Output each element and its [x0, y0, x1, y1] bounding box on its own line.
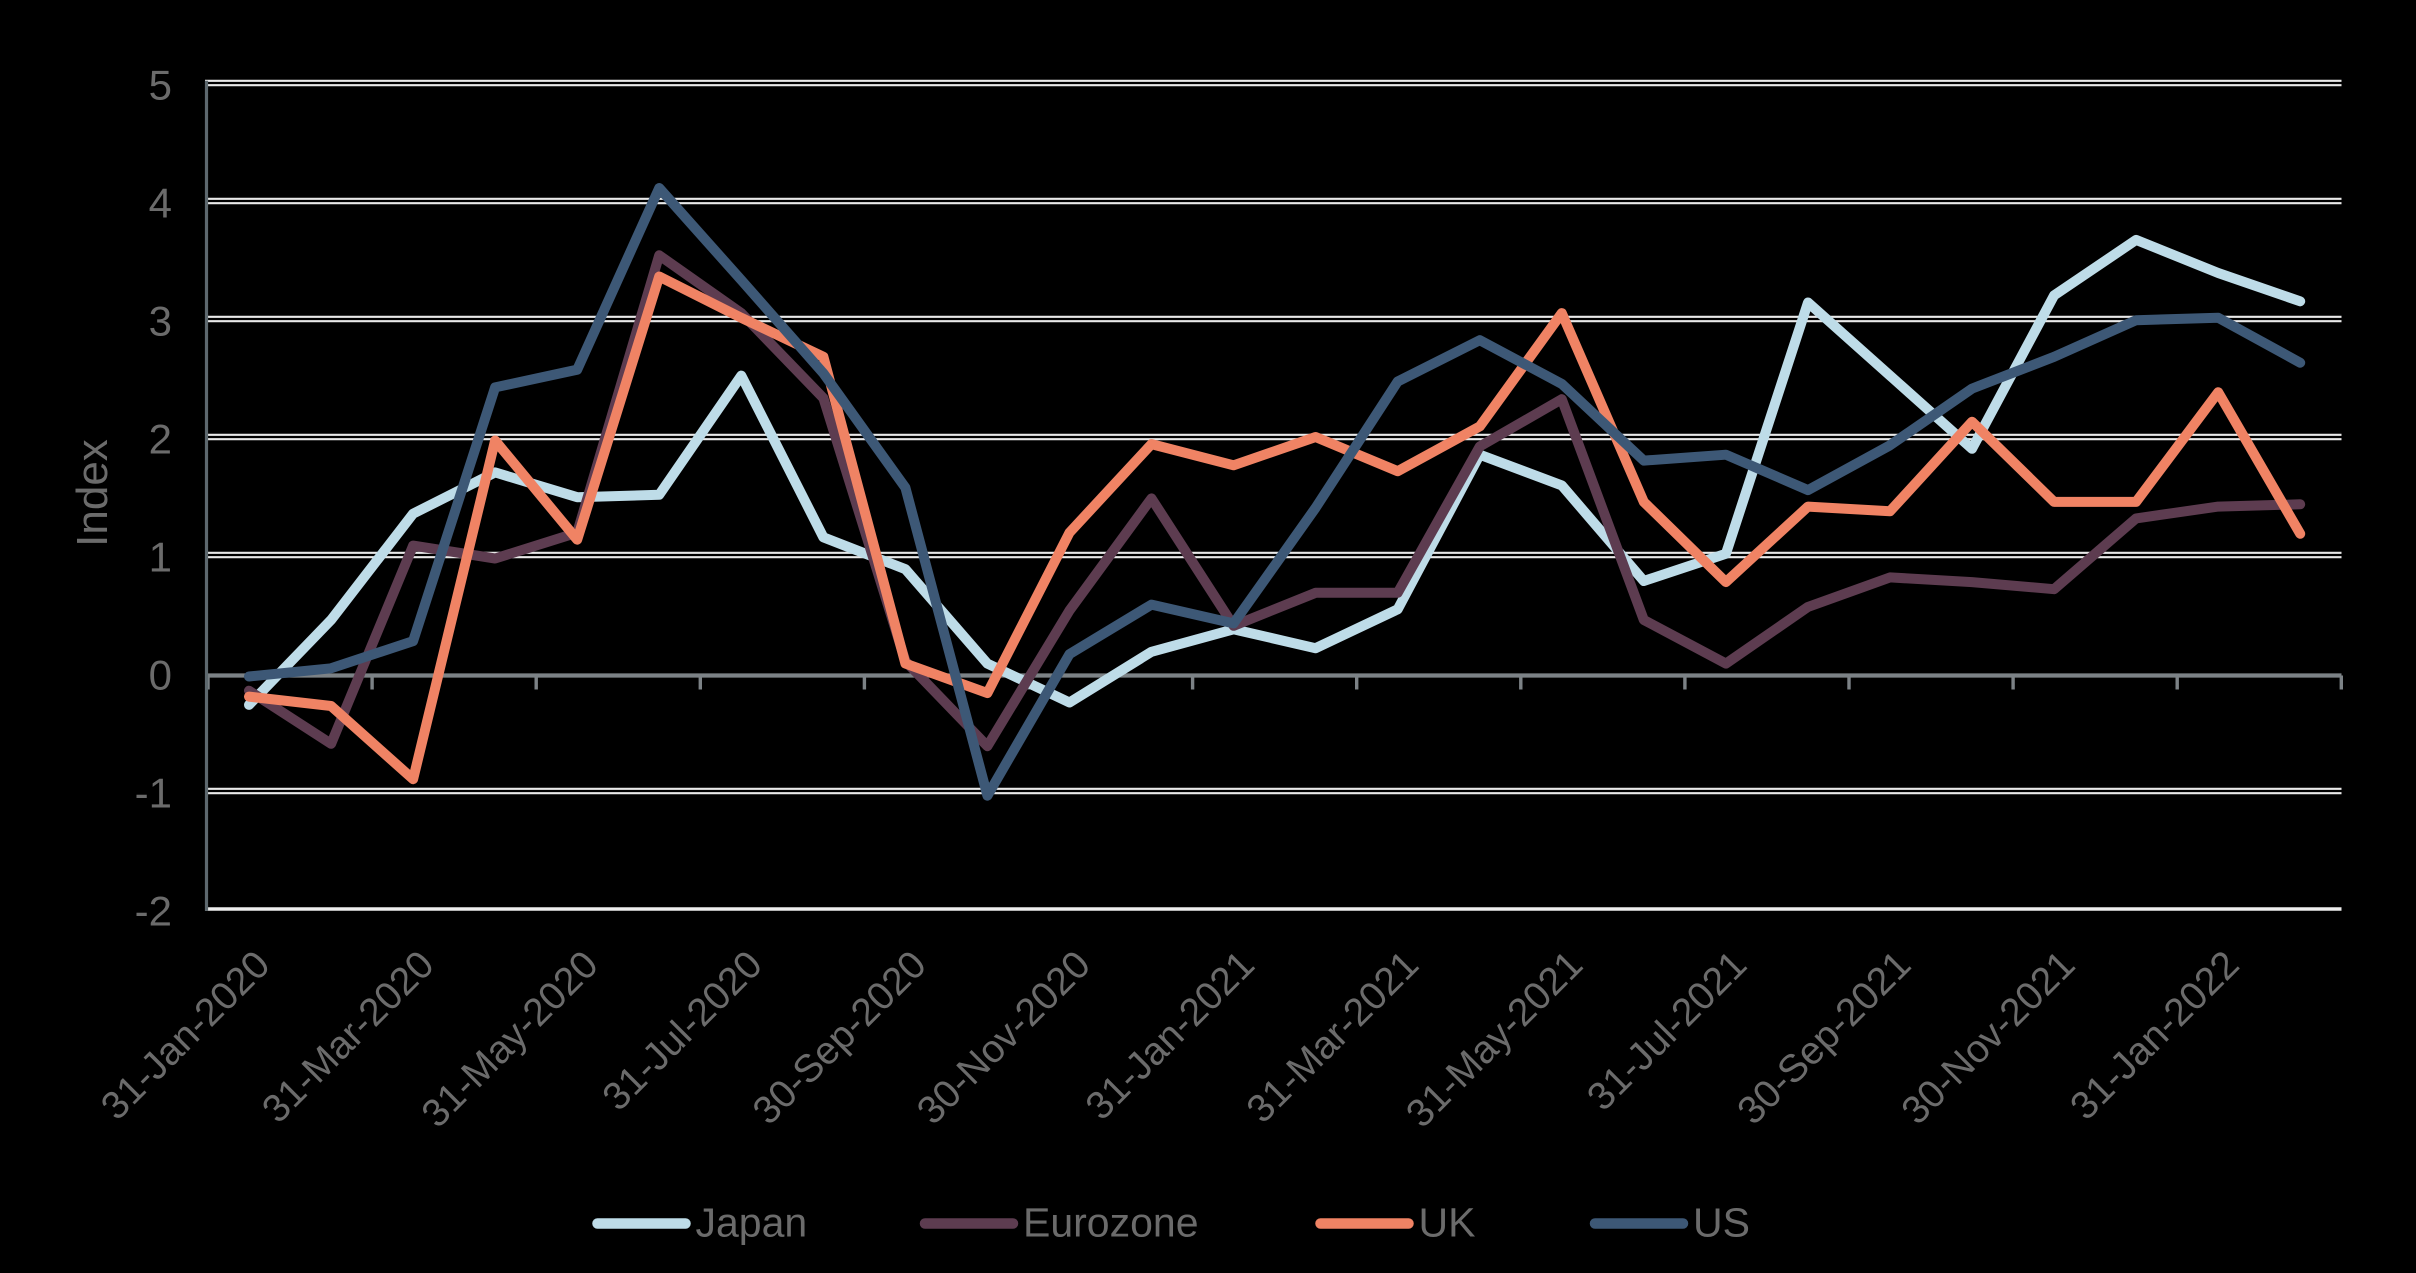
svg-text:Eurozone: Eurozone: [1023, 1200, 1199, 1246]
svg-text:31-Mar-2021: 31-Mar-2021: [1239, 943, 1427, 1131]
svg-text:Japan: Japan: [696, 1200, 808, 1246]
svg-text:3: 3: [149, 298, 172, 345]
svg-text:31-Mar-2020: 31-Mar-2020: [254, 943, 442, 1131]
svg-text:-2: -2: [135, 888, 172, 935]
svg-text:0: 0: [149, 652, 172, 699]
svg-text:-1: -1: [135, 770, 172, 817]
svg-text:1: 1: [149, 534, 172, 581]
svg-text:30-Sep-2020: 30-Sep-2020: [745, 943, 935, 1133]
svg-text:31-Jan-2020: 31-Jan-2020: [93, 943, 278, 1128]
svg-text:31-May-2020: 31-May-2020: [414, 943, 607, 1136]
svg-text:Index: Index: [68, 439, 117, 547]
svg-text:31-Jan-2022: 31-Jan-2022: [2062, 943, 2247, 1128]
svg-text:UK: UK: [1419, 1200, 1476, 1246]
svg-text:US: US: [1693, 1200, 1750, 1246]
svg-text:31-Jul-2021: 31-Jul-2021: [1579, 943, 1755, 1119]
svg-text:4: 4: [149, 180, 172, 227]
svg-text:2: 2: [149, 416, 172, 463]
svg-text:30-Sep-2021: 30-Sep-2021: [1729, 943, 1919, 1133]
svg-text:31-May-2021: 31-May-2021: [1398, 943, 1591, 1136]
svg-text:31-Jul-2020: 31-Jul-2020: [595, 943, 771, 1119]
svg-text:30-Nov-2020: 30-Nov-2020: [909, 943, 1099, 1133]
svg-text:31-Jan-2021: 31-Jan-2021: [1078, 943, 1263, 1128]
svg-text:30-Nov-2021: 30-Nov-2021: [1894, 943, 2084, 1133]
svg-text:5: 5: [149, 62, 172, 109]
